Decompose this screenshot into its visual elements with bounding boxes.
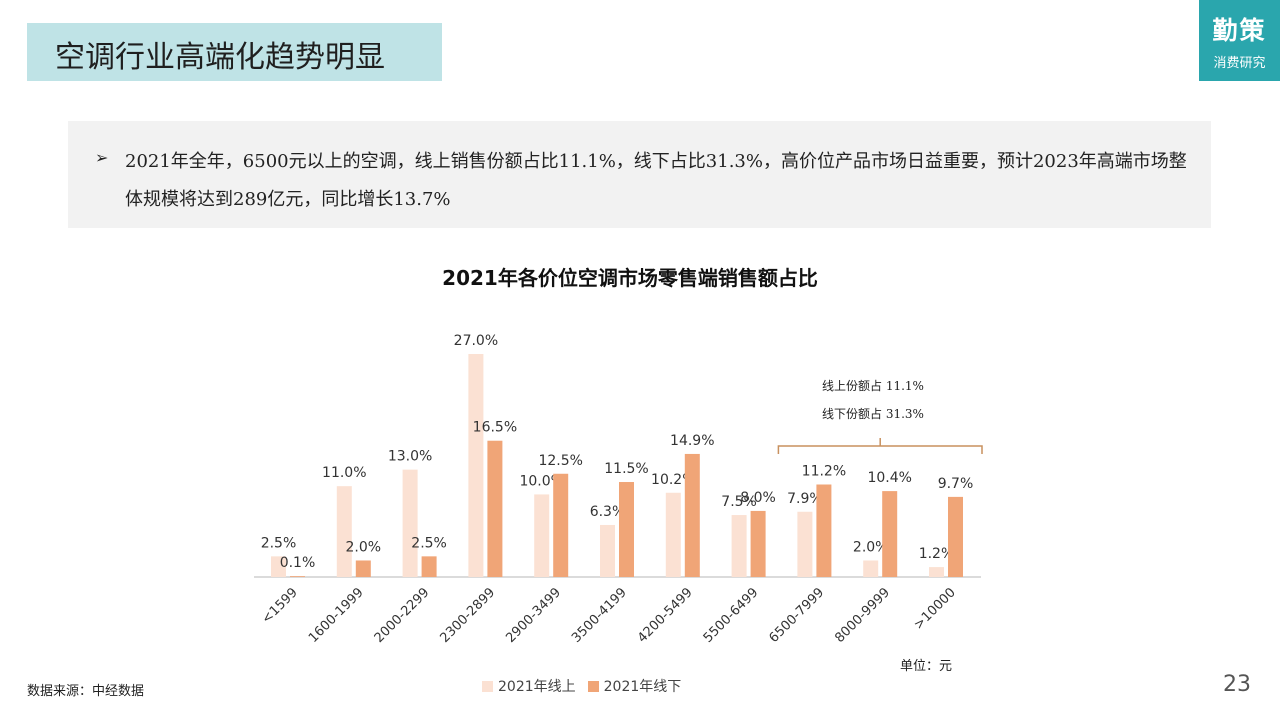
data-label-online: 6.3% (590, 504, 626, 520)
data-label-online: 10.2% (651, 472, 695, 488)
x-tick-label: 6500-7999 (767, 585, 828, 646)
legend-item-online: 2021年线上 (482, 676, 576, 696)
bar-online (336, 486, 352, 577)
x-tick-label: 4200-5499 (635, 585, 696, 646)
data-label-offline: 9.7% (938, 476, 974, 492)
x-tick-label: 2900-3499 (503, 585, 564, 646)
data-label-offline: 11.5% (604, 461, 648, 477)
bar-offline (948, 496, 963, 577)
bar-offline (684, 453, 700, 577)
bar-offline (750, 510, 766, 577)
data-label-online: 10.0% (519, 473, 563, 489)
summary-box: ➢ 2021年全年，6500元以上的空调，线上销售份额占比11.1%，线下占比3… (68, 121, 1211, 228)
annotation-bracket (777, 438, 983, 454)
x-tick-label: 5500-6499 (701, 585, 762, 646)
data-label-offline: 8.0% (740, 490, 776, 506)
data-label-offline: 2.5% (411, 535, 447, 551)
data-label-offline: 16.5% (473, 420, 517, 436)
bar-online (402, 469, 418, 577)
data-label-offline: 12.5% (538, 453, 582, 469)
data-label-online: 7.9% (787, 491, 823, 507)
bar-offline (816, 484, 832, 577)
summary-text: 2021年全年，6500元以上的空调，线上销售份额占比11.1%，线下占比31.… (125, 151, 1187, 210)
title-box: 空调行业高端化趋势明显 (27, 23, 442, 81)
data-label-online: 2.0% (853, 539, 889, 555)
legend-item-offline: 2021年线下 (587, 676, 682, 696)
data-label-online: 13.0% (388, 449, 432, 465)
bar-offline (421, 556, 437, 577)
data-label-online: 2.5% (261, 535, 297, 551)
x-tick-label: 3500-4199 (569, 585, 630, 646)
bullet-arrow-icon: ➢ (95, 148, 109, 167)
legend-swatch-offline (587, 680, 599, 692)
data-label-online: 7.5% (721, 494, 757, 510)
page-number: 23 (1223, 672, 1251, 697)
x-tick-label: <1599 (259, 585, 301, 627)
chart-title: 2021年各价位空调市场零售端销售额占比 (442, 266, 818, 290)
page-title: 空调行业高端化趋势明显 (55, 40, 385, 75)
data-label-online: 27.0% (454, 333, 498, 349)
x-tick-label: >10000 (911, 585, 959, 633)
data-label-offline: 2.0% (346, 539, 382, 555)
logo-main-text: 勤策 (1212, 16, 1267, 45)
legend-label-online: 2021年线上 (498, 679, 576, 695)
unit-label: 单位：元 (900, 659, 953, 674)
bar-online (534, 494, 550, 577)
bar-offline (355, 560, 371, 577)
legend-swatch-online (482, 680, 493, 692)
legend-label-offline: 2021年线下 (603, 679, 682, 695)
bar-online (271, 556, 286, 577)
annotation-text: 线下份额占 31.3% (822, 406, 924, 421)
data-source: 数据来源：中经数据 (27, 684, 145, 699)
x-tick-label: 1600-1999 (306, 585, 367, 646)
data-label-offline: 0.1% (280, 555, 316, 571)
bar-offline (290, 576, 305, 577)
bar-online (863, 560, 879, 577)
x-tick-label: 2300-2899 (438, 585, 499, 646)
bar-online (665, 492, 681, 577)
bar-offline (882, 491, 898, 577)
bar-online (468, 354, 484, 577)
bar-online (731, 515, 747, 577)
brand-logo: 勤策 消费研究 (1199, 0, 1280, 81)
bar-online (600, 524, 615, 577)
data-label-offline: 14.9% (670, 433, 714, 449)
data-label-online: 1.2% (919, 546, 955, 562)
data-label-offline: 11.2% (802, 463, 846, 479)
bar-offline (487, 440, 503, 577)
bar-online (929, 567, 944, 577)
logo-sub-text: 消费研究 (1213, 56, 1266, 71)
x-tick-label: 8000-9999 (832, 585, 893, 646)
annotation-text: 线上份额占 11.1% (822, 378, 924, 393)
data-label-online: 11.0% (322, 465, 366, 481)
chart-legend: 2021年线上 2021年线下 (482, 676, 687, 696)
data-label-offline: 10.4% (867, 470, 911, 486)
x-tick-label: 2000-2299 (372, 585, 433, 646)
bar-offline (553, 473, 569, 577)
bar-online (797, 511, 813, 577)
bar-offline (619, 482, 634, 577)
